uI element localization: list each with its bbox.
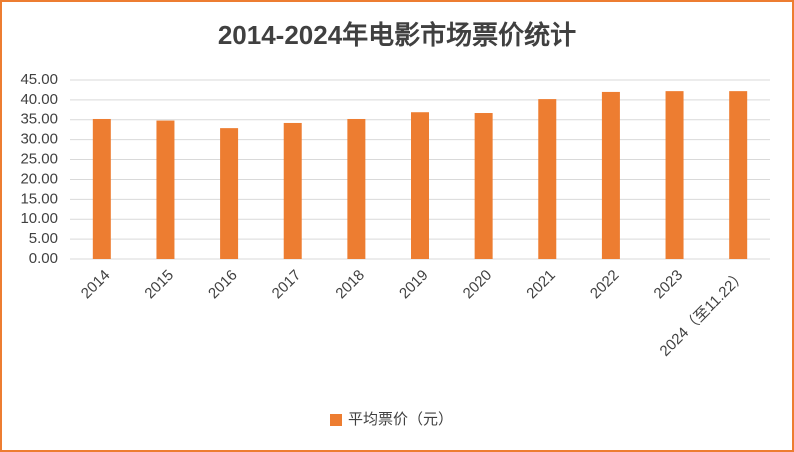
legend-label: 平均票价（元） xyxy=(348,411,453,428)
y-tick-label: 20.00 xyxy=(20,170,58,187)
y-tick-label: 0.00 xyxy=(29,250,58,267)
bar xyxy=(92,118,111,259)
bar xyxy=(347,118,366,259)
bar xyxy=(474,113,493,259)
bar xyxy=(156,120,175,259)
bar xyxy=(665,91,684,259)
y-tick-label: 40.00 xyxy=(20,91,58,108)
bar xyxy=(411,112,429,259)
y-tick-label: 25.00 xyxy=(20,151,58,168)
bar xyxy=(283,122,302,260)
y-tick-label: 10.00 xyxy=(20,210,58,227)
bar xyxy=(601,91,620,259)
bar xyxy=(729,91,748,259)
bar xyxy=(220,128,239,259)
y-tick-label: 45.00 xyxy=(20,71,58,88)
y-tick-label: 30.00 xyxy=(20,131,58,148)
y-tick-label: 15.00 xyxy=(20,190,58,207)
chart-title: 2014-2024年电影市场票价统计 xyxy=(218,20,576,50)
bar xyxy=(538,99,557,260)
y-tick-label: 5.00 xyxy=(29,230,58,247)
legend-swatch xyxy=(330,414,342,426)
y-tick-label: 35.00 xyxy=(20,111,58,128)
